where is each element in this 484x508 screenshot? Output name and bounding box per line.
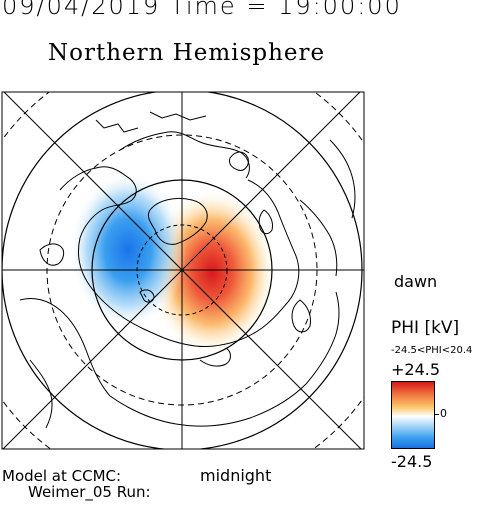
colorbar-max: +24.5	[391, 360, 441, 379]
model-credit: Model at CCMC:	[2, 467, 122, 485]
colorbar	[391, 381, 435, 449]
run-credit: Weimer_05 Run:	[28, 483, 151, 501]
negative-potential-cell	[70, 172, 186, 328]
datetime-title: 09/04/2019 Time = 19:00:00	[2, 0, 402, 20]
colorbar-zero-tick	[435, 414, 439, 415]
meridian-lines	[2, 92, 364, 449]
map-frame	[1, 91, 365, 450]
midnight-label: midnight	[200, 466, 272, 485]
polar-map	[1, 91, 365, 450]
colorbar-zero: 0	[440, 407, 447, 420]
colorbar-range: -24.5<PHI<20.4	[391, 345, 473, 356]
colorbar-title: PHI [kV]	[391, 318, 460, 338]
hemisphere-title: Northern Hemisphere	[48, 40, 326, 66]
colorbar-min: -24.5	[391, 452, 433, 471]
dawn-label: dawn	[394, 272, 438, 291]
